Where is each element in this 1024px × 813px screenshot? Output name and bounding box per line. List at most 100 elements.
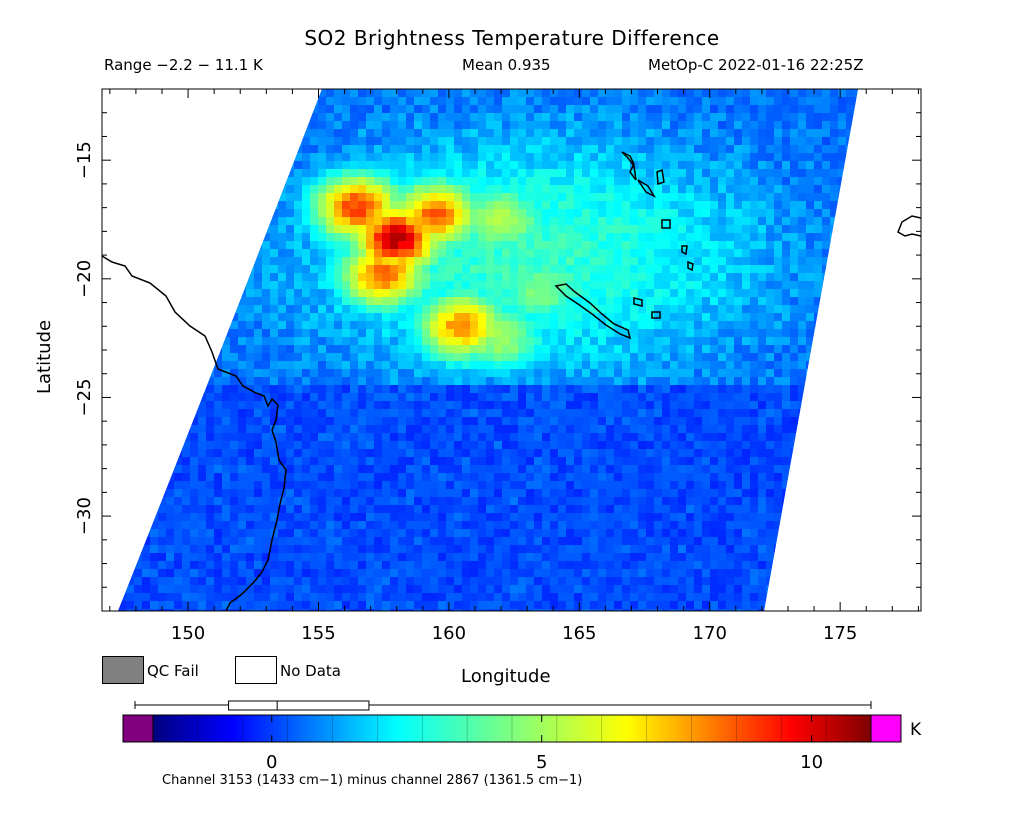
field-cell bbox=[822, 273, 830, 281]
field-cell bbox=[582, 257, 590, 265]
field-cell bbox=[230, 433, 238, 441]
field-cell bbox=[478, 265, 486, 273]
field-cell bbox=[126, 113, 134, 121]
field-cell bbox=[894, 401, 902, 409]
field-cell bbox=[366, 313, 374, 321]
field-cell bbox=[614, 409, 622, 417]
field-cell bbox=[598, 265, 606, 273]
field-cell bbox=[310, 129, 318, 137]
field-cell bbox=[630, 345, 638, 353]
field-cell bbox=[526, 249, 534, 257]
field-cell bbox=[694, 113, 702, 121]
field-cell bbox=[398, 193, 406, 201]
field-cell bbox=[550, 281, 558, 289]
field-cell bbox=[758, 457, 766, 465]
field-cell bbox=[158, 281, 166, 289]
field-cell bbox=[614, 345, 622, 353]
field-cell bbox=[542, 209, 550, 217]
field-cell bbox=[918, 145, 926, 153]
field-cell bbox=[638, 409, 646, 417]
field-cell bbox=[878, 337, 886, 345]
field-cell bbox=[478, 457, 486, 465]
field-cell bbox=[238, 129, 246, 137]
field-cell bbox=[734, 161, 742, 169]
field-cell bbox=[822, 281, 830, 289]
field-cell bbox=[254, 449, 262, 457]
field-cell bbox=[806, 257, 814, 265]
field-cell bbox=[462, 129, 470, 137]
field-cell bbox=[342, 473, 350, 481]
field-cell bbox=[286, 137, 294, 145]
field-cell bbox=[710, 409, 718, 417]
field-cell bbox=[838, 321, 846, 329]
field-cell bbox=[838, 385, 846, 393]
field-cell bbox=[110, 369, 118, 377]
field-cell bbox=[710, 457, 718, 465]
field-cell bbox=[606, 169, 614, 177]
field-cell bbox=[718, 161, 726, 169]
field-cell bbox=[238, 153, 246, 161]
field-cell bbox=[622, 105, 630, 113]
field-cell bbox=[574, 97, 582, 105]
field-cell bbox=[254, 89, 262, 97]
field-cell bbox=[790, 145, 798, 153]
field-cell bbox=[294, 217, 302, 225]
field-cell bbox=[486, 145, 494, 153]
field-cell bbox=[630, 353, 638, 361]
field-cell bbox=[454, 409, 462, 417]
field-cell bbox=[750, 257, 758, 265]
field-cell bbox=[878, 225, 886, 233]
field-cell bbox=[766, 377, 774, 385]
field-cell bbox=[862, 329, 870, 337]
field-cell bbox=[246, 209, 254, 217]
field-cell bbox=[662, 305, 670, 313]
field-cell bbox=[302, 217, 310, 225]
field-cell bbox=[734, 433, 742, 441]
field-cell bbox=[726, 137, 734, 145]
field-cell bbox=[790, 329, 798, 337]
field-cell bbox=[790, 361, 798, 369]
field-cell bbox=[894, 113, 902, 121]
field-cell bbox=[326, 273, 334, 281]
field-cell bbox=[638, 321, 646, 329]
field-cell bbox=[718, 177, 726, 185]
field-cell bbox=[774, 225, 782, 233]
field-cell bbox=[190, 361, 198, 369]
field-cell bbox=[614, 129, 622, 137]
field-cell bbox=[910, 289, 918, 297]
field-cell bbox=[734, 425, 742, 433]
field-cell bbox=[902, 265, 910, 273]
field-cell bbox=[830, 281, 838, 289]
field-cell bbox=[238, 161, 246, 169]
field-cell bbox=[526, 313, 534, 321]
field-cell bbox=[270, 441, 278, 449]
field-cell bbox=[454, 129, 462, 137]
field-cell bbox=[326, 305, 334, 313]
field-cell bbox=[198, 129, 206, 137]
field-cell bbox=[590, 233, 598, 241]
field-cell bbox=[278, 393, 286, 401]
field-cell bbox=[526, 209, 534, 217]
field-cell bbox=[694, 465, 702, 473]
field-cell bbox=[262, 105, 270, 113]
field-cell bbox=[102, 273, 110, 281]
field-cell bbox=[654, 401, 662, 409]
field-cell bbox=[270, 361, 278, 369]
field-cell bbox=[110, 385, 118, 393]
field-cell bbox=[510, 441, 518, 449]
field-cell bbox=[710, 185, 718, 193]
field-cell bbox=[566, 249, 574, 257]
field-cell bbox=[222, 225, 230, 233]
field-cell bbox=[582, 297, 590, 305]
field-cell bbox=[782, 457, 790, 465]
field-cell bbox=[894, 457, 902, 465]
field-cell bbox=[494, 433, 502, 441]
field-cell bbox=[150, 385, 158, 393]
field-cell bbox=[542, 113, 550, 121]
field-cell bbox=[182, 129, 190, 137]
field-cell bbox=[318, 169, 326, 177]
field-cell bbox=[558, 153, 566, 161]
field-cell bbox=[222, 345, 230, 353]
field-cell bbox=[118, 297, 126, 305]
field-cell bbox=[334, 209, 342, 217]
